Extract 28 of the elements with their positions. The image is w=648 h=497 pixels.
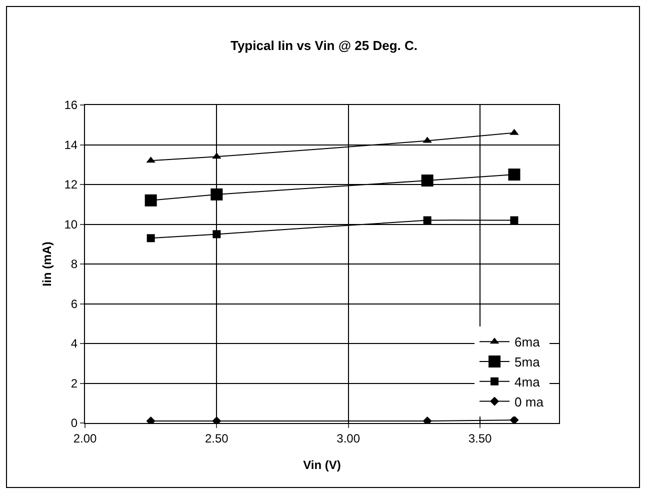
y-tick-label: 14 <box>64 138 78 152</box>
x-tick-label: 3.50 <box>468 431 492 446</box>
y-tick-label: 10 <box>64 217 78 232</box>
point <box>510 216 518 224</box>
legend-label: 6ma <box>514 334 541 350</box>
y-tick-label: 6 <box>70 296 78 311</box>
y-axis-title: Iin (mA) <box>40 242 54 286</box>
y-tick-label: 8 <box>70 257 78 272</box>
point <box>146 234 155 242</box>
y-tick-label: 2 <box>70 376 78 390</box>
legend-label: 4ma <box>514 374 541 390</box>
x-tick-label: 3.00 <box>336 431 360 446</box>
x-tick-label: 2.00 <box>73 431 97 446</box>
legend-label: 5ma <box>514 354 541 370</box>
point <box>144 194 157 206</box>
y-tick-label: 4 <box>70 336 78 351</box>
legend-label: 0 ma <box>514 394 544 410</box>
point <box>423 216 432 224</box>
x-axis-title: Vin (V) <box>303 458 341 472</box>
y-tick-label: 12 <box>64 178 78 192</box>
point <box>508 168 520 181</box>
chart-title: Typical Iin vs Vin @ 25 Deg. C. <box>230 38 418 53</box>
point <box>421 174 434 187</box>
x-tick-label: 2.50 <box>204 431 229 446</box>
y-tick-label: 0 <box>70 416 78 430</box>
point <box>210 188 223 200</box>
y-tick-label: 16 <box>64 98 78 112</box>
point <box>212 230 221 238</box>
